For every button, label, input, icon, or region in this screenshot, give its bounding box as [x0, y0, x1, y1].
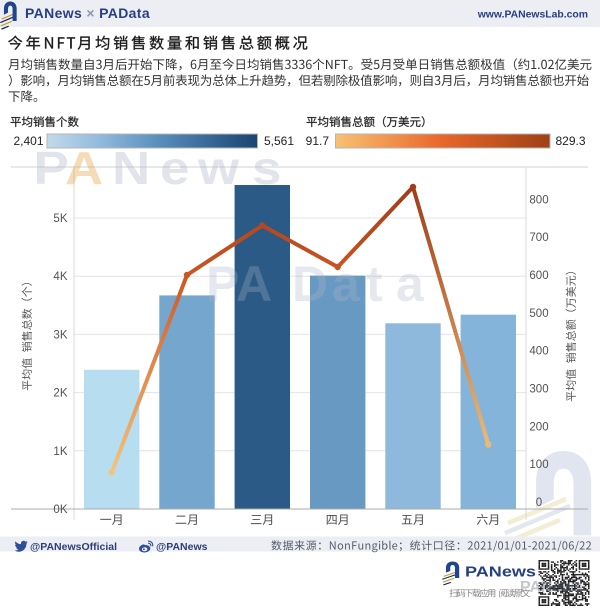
svg-text:600: 600 — [529, 270, 548, 282]
svg-text:PANews: PANews — [520, 579, 583, 596]
svg-text:@PANewsOfficial: @PANewsOfficial — [30, 541, 117, 553]
svg-text:829.3: 829.3 — [556, 134, 586, 148]
svg-text:800: 800 — [529, 194, 548, 206]
svg-text:N: N — [112, 142, 150, 194]
svg-text:@PANews: @PANews — [156, 541, 208, 553]
svg-text:3K: 3K — [53, 329, 67, 341]
svg-text:P: P — [34, 142, 69, 194]
svg-text:2K: 2K — [53, 388, 67, 400]
svg-text:91.7: 91.7 — [306, 134, 330, 148]
svg-text:200: 200 — [529, 421, 548, 433]
svg-text:w: w — [197, 142, 240, 194]
svg-text:700: 700 — [529, 232, 548, 244]
svg-text:PANews: PANews — [465, 565, 536, 581]
svg-text:0: 0 — [536, 497, 542, 509]
svg-text:500: 500 — [529, 308, 548, 320]
svg-text:5,561: 5,561 — [264, 134, 294, 148]
svg-text:2,401: 2,401 — [13, 134, 43, 148]
svg-text:1K: 1K — [53, 446, 67, 458]
svg-text:A: A — [65, 142, 103, 194]
svg-text:www.PANewsLab.com: www.PANewsLab.com — [477, 10, 588, 21]
svg-text:0K: 0K — [53, 504, 67, 516]
svg-text:5K: 5K — [53, 213, 67, 225]
svg-text:100: 100 — [529, 459, 548, 471]
svg-text:400: 400 — [529, 346, 548, 358]
svg-text:4K: 4K — [53, 271, 67, 283]
svg-text:300: 300 — [529, 384, 548, 396]
svg-text:e: e — [160, 142, 189, 194]
svg-text:PANews × PAData: PANews × PAData — [25, 5, 150, 21]
